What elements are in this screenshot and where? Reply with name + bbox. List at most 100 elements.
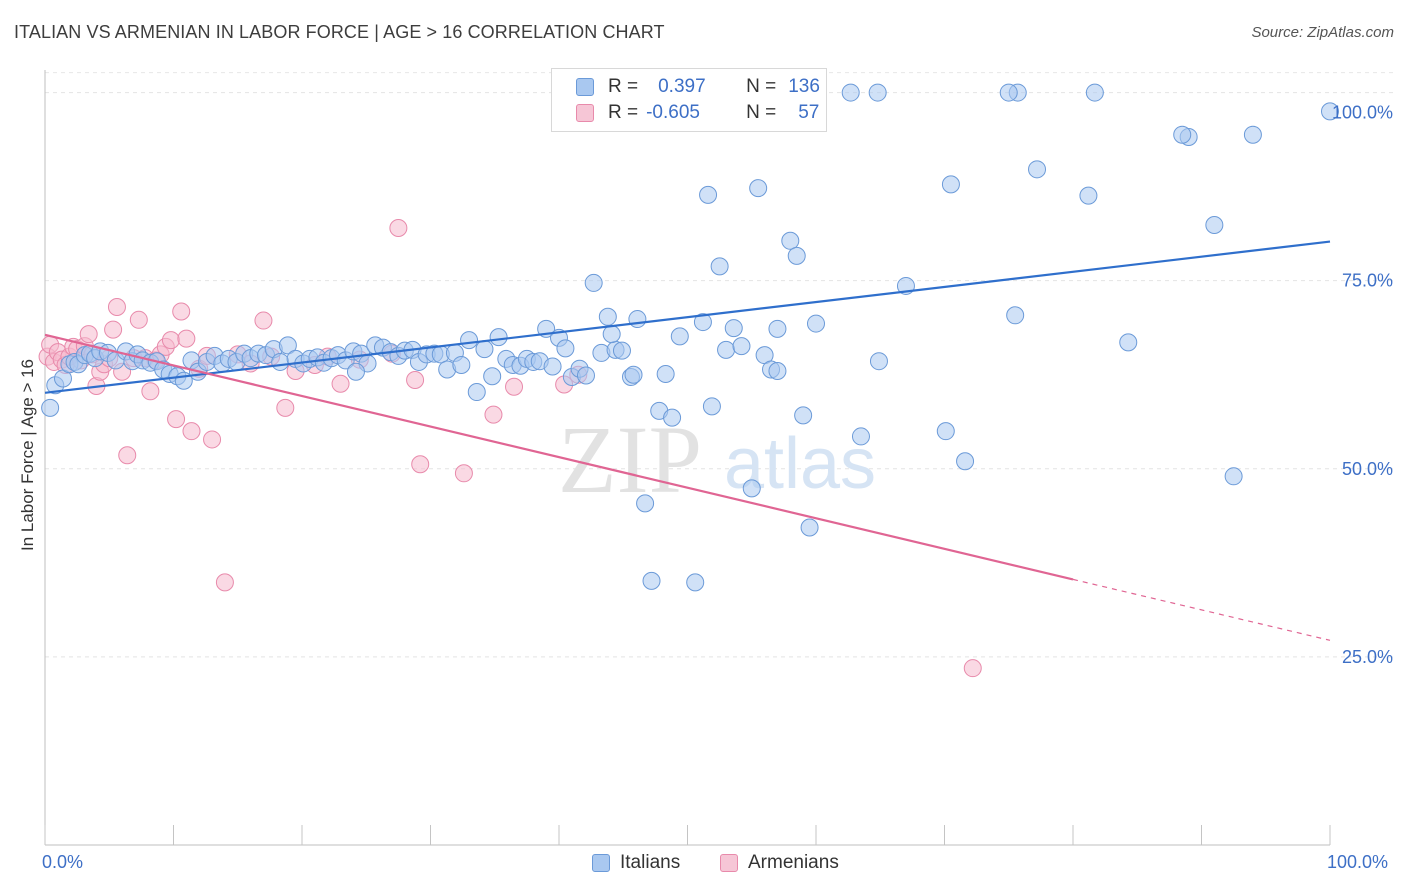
italians-point-119 (1006, 306, 1025, 325)
armenians-point-24 (141, 382, 160, 401)
italians-point-34 (271, 352, 290, 371)
italians-point-122 (1079, 186, 1098, 205)
italians-trend-line (44, 240, 1331, 394)
italians-point-78 (584, 273, 603, 292)
italians-point-94 (699, 185, 718, 204)
italians-point-88 (656, 364, 675, 383)
armenians-point-45 (331, 374, 350, 393)
italians-point-86 (642, 571, 661, 590)
italians-point-108 (794, 406, 813, 425)
armenians-n-value: 57 (798, 102, 820, 123)
italians-point-82 (612, 341, 631, 360)
y-tick-label-0: 25.0% (1342, 647, 1393, 667)
x-tick-max: 100.0% (1327, 852, 1389, 872)
armenians-r-value: -0.605 (646, 102, 700, 123)
legend-italians-label: Italians (620, 852, 681, 873)
watermark: ZIP atlas (558, 406, 876, 513)
italians-point-60 (460, 331, 479, 350)
italians-point-95 (702, 397, 721, 416)
italians-point-61 (467, 383, 486, 402)
armenians-n-label: N = (746, 102, 777, 123)
armenians-point-11 (79, 325, 98, 344)
y-tick-label-3: 100.0% (1332, 103, 1393, 123)
italians-point-62 (475, 340, 494, 359)
italians-point-130 (1173, 125, 1192, 144)
italians-point-90 (670, 327, 689, 346)
italians-point-63 (483, 367, 502, 386)
armenians-point-30 (172, 302, 191, 321)
watermark-zip: ZIP (558, 406, 702, 513)
italians-r-label: R = (608, 76, 639, 97)
armenians-point-28 (161, 331, 180, 350)
y-tick-labels: 25.0% 50.0% 75.0% 100.0% (1332, 103, 1393, 667)
italians-point-110 (807, 314, 825, 333)
armenians-trend-line (44, 333, 1074, 581)
italians-point-96 (710, 257, 729, 276)
legend-row-armenians: R = -0.605 N = 57 (576, 101, 819, 125)
italians-point-113 (868, 83, 887, 102)
armenians-point-36 (215, 573, 234, 592)
x-tick-min: 0.0% (42, 852, 84, 872)
italians-point-99 (732, 337, 751, 356)
y-tick-label-1: 50.0% (1342, 459, 1393, 479)
italians-n-label: N = (746, 76, 777, 97)
italians-point-132 (768, 361, 787, 380)
italians-point-133 (602, 325, 621, 344)
italians-point-77 (576, 366, 595, 385)
italians-point-100 (742, 479, 761, 498)
italians-point-124 (1119, 333, 1138, 352)
italians-point-0 (41, 398, 60, 417)
armenians-point-53 (505, 377, 524, 396)
legend-armenians: Armenians (720, 852, 839, 874)
italians-point-93 (693, 313, 712, 332)
armenians-point-56 (963, 659, 982, 678)
armenians-point-48 (389, 219, 408, 238)
italians-point-131 (999, 83, 1018, 102)
italians-point-64 (489, 328, 508, 347)
italians-point-114 (869, 352, 888, 371)
italians-point-135 (346, 362, 365, 381)
armenians-point-52 (484, 405, 503, 424)
armenians-point-50 (411, 455, 430, 474)
armenians-trend-extension (1072, 578, 1331, 641)
italians-point-118 (956, 452, 975, 471)
italians-point-97 (717, 340, 736, 359)
italians-point-101 (749, 179, 768, 198)
italians-point-85 (636, 494, 655, 513)
armenians-point-31 (177, 329, 196, 348)
armenians-point-17 (104, 320, 123, 339)
italians-point-116 (936, 422, 955, 441)
italians-point-123 (1085, 83, 1104, 102)
armenians-point-18 (107, 298, 126, 317)
italians-point-92 (686, 573, 705, 592)
italians-point-111 (841, 83, 860, 102)
axes (44, 70, 1331, 846)
italians-point-84 (628, 310, 647, 329)
armenians-point-20 (118, 446, 137, 465)
y-axis-label: In Labor Force | Age > 16 (18, 358, 37, 552)
legend-armenians-swatch (720, 854, 738, 872)
legend-italians: Italians (592, 852, 680, 874)
armenians-r-label: R = (608, 102, 639, 123)
armenians-swatch (576, 104, 594, 122)
armenians-point-51 (454, 464, 473, 483)
italians-point-107 (787, 246, 806, 265)
y-tick-label-2: 75.0% (1342, 271, 1393, 291)
italians-point-106 (781, 231, 800, 250)
source-label: Source: ZipAtlas.com (1251, 24, 1394, 41)
italians-point-112 (851, 427, 870, 446)
armenians-point-41 (276, 398, 295, 417)
italians-point-80 (598, 307, 617, 326)
armenians-point-29 (167, 410, 186, 429)
legend-row-italians: R = 0.397 N = 136 (576, 75, 820, 99)
armenians-point-22 (129, 310, 148, 329)
trend-lines (44, 240, 1331, 641)
italians-point-117 (941, 175, 960, 194)
italians-point-109 (800, 518, 819, 537)
italians-point-98 (724, 319, 743, 338)
chart-title: ITALIAN VS ARMENIAN IN LABOR FORCE | AGE… (14, 22, 665, 42)
italians-point-121 (1028, 160, 1047, 179)
armenians-point-49 (406, 371, 425, 389)
armenians-point-39 (254, 311, 273, 330)
